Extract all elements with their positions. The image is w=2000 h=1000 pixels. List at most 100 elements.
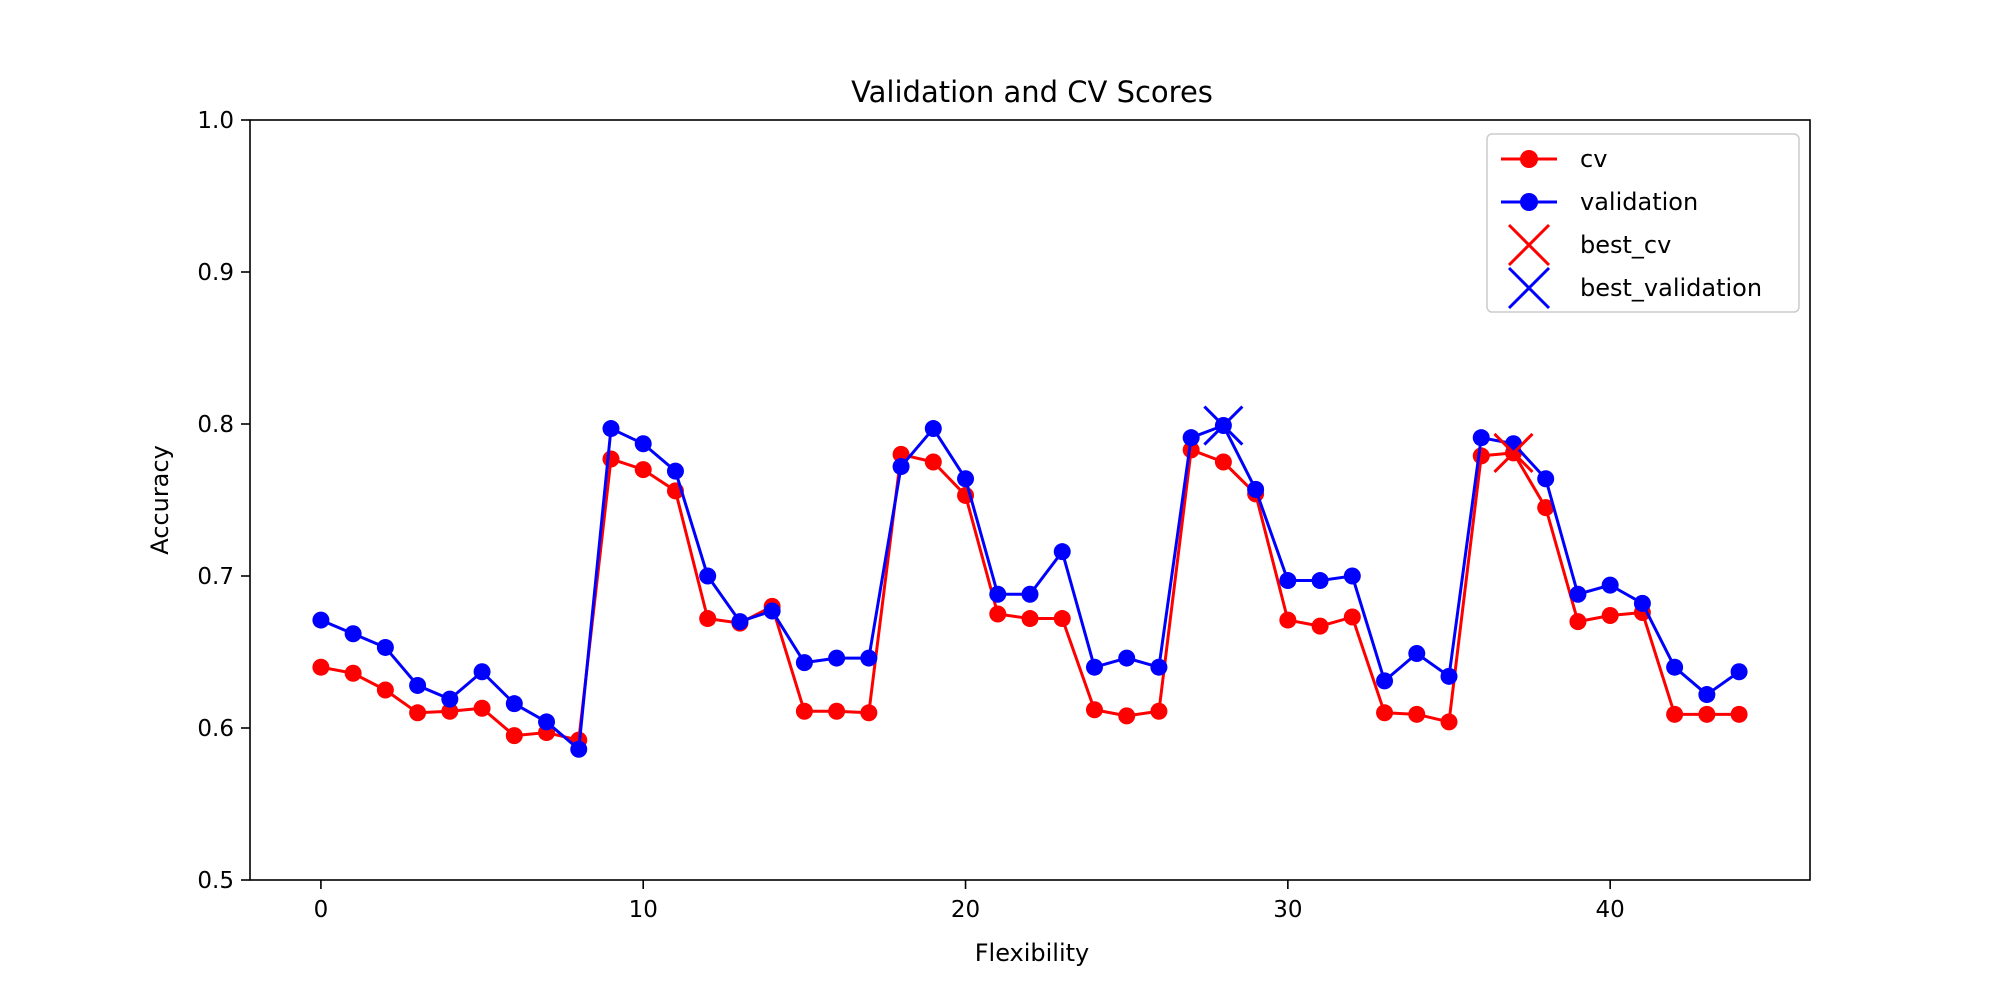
data-point — [634, 435, 652, 453]
data-point — [602, 420, 620, 438]
x-tick-label: 40 — [1596, 897, 1625, 923]
data-point — [409, 704, 427, 722]
y-axis-label: Accuracy — [146, 445, 174, 555]
data-point — [1376, 672, 1394, 690]
data-point — [570, 740, 588, 758]
data-point — [989, 585, 1007, 603]
data-point — [312, 658, 330, 676]
legend-marker — [1520, 193, 1538, 211]
y-tick-label: 0.6 — [197, 716, 234, 742]
data-point — [1085, 701, 1103, 719]
data-point — [989, 605, 1007, 623]
data-point — [1504, 435, 1522, 453]
data-point — [1408, 645, 1426, 663]
data-point — [1440, 667, 1458, 685]
data-point — [1537, 470, 1555, 488]
data-point — [828, 702, 846, 720]
x-tick-label: 0 — [314, 897, 329, 923]
data-point — [1601, 576, 1619, 594]
data-point — [731, 613, 749, 631]
data-point — [312, 611, 330, 629]
y-tick-label: 0.7 — [197, 564, 234, 590]
data-point — [1343, 608, 1361, 626]
data-point — [505, 695, 523, 713]
x-tick-label: 10 — [629, 897, 658, 923]
data-point — [1440, 713, 1458, 731]
data-point — [1601, 607, 1619, 625]
data-point — [1150, 702, 1168, 720]
data-point — [892, 445, 910, 463]
data-point — [1633, 594, 1651, 612]
data-point — [1053, 543, 1071, 561]
data-point — [1247, 480, 1265, 498]
data-point — [602, 450, 620, 468]
y-axis: 0.5 0.6 0.7 0.8 0.9 1.0 — [197, 108, 250, 894]
series-best-validation — [1203, 405, 1244, 446]
data-point — [1182, 429, 1200, 447]
legend-item-best-cv: best_cv — [1507, 223, 1671, 267]
data-point — [1730, 663, 1748, 681]
data-point — [1279, 611, 1297, 629]
y-tick-label: 1.0 — [197, 108, 234, 134]
data-point — [1343, 567, 1361, 585]
data-point — [699, 567, 717, 585]
legend-label: best_validation — [1580, 274, 1762, 302]
data-point — [441, 690, 459, 708]
data-point — [1085, 658, 1103, 676]
legend-item-best-validation: best_validation — [1507, 266, 1762, 310]
data-point — [795, 702, 813, 720]
best-marker-stroke — [1203, 405, 1244, 446]
data-point — [1376, 704, 1394, 722]
data-point — [1666, 705, 1684, 723]
series-validation — [312, 417, 1748, 758]
best-marker-stroke — [1493, 432, 1534, 473]
legend-label: cv — [1580, 145, 1607, 173]
data-point — [1408, 705, 1426, 723]
data-point — [1021, 610, 1039, 628]
data-point — [892, 458, 910, 476]
data-point — [795, 654, 813, 672]
legend-label: validation — [1580, 188, 1698, 216]
legend-item-validation: validation — [1501, 188, 1698, 216]
data-point — [344, 625, 362, 643]
data-point — [376, 681, 394, 699]
data-point — [1569, 585, 1587, 603]
data-point — [1472, 429, 1490, 447]
data-point — [666, 462, 684, 480]
legend: cv validation best_cv best_validation — [1486, 133, 1800, 313]
data-point — [538, 713, 556, 731]
data-point — [860, 704, 878, 722]
data-point — [924, 420, 942, 438]
data-point — [957, 470, 975, 488]
legend-label: best_cv — [1580, 231, 1671, 259]
y-tick-label: 0.5 — [197, 868, 234, 894]
data-point — [860, 649, 878, 667]
plot-area — [312, 405, 1748, 758]
data-point — [1311, 572, 1329, 590]
data-point — [1150, 658, 1168, 676]
legend-box — [1486, 133, 1800, 313]
data-point — [763, 602, 781, 620]
data-point — [1698, 705, 1716, 723]
data-point — [1118, 649, 1136, 667]
series-cv — [312, 441, 1748, 749]
data-point — [1053, 610, 1071, 628]
data-point — [1214, 453, 1232, 471]
data-point — [634, 461, 652, 479]
data-point — [828, 649, 846, 667]
data-point — [1666, 658, 1684, 676]
x-axis-label: Flexibility — [975, 939, 1090, 967]
data-point — [441, 702, 459, 720]
chart-title: Validation and CV Scores — [851, 75, 1213, 109]
legend-marker — [1507, 266, 1551, 310]
data-point — [1279, 572, 1297, 590]
data-point — [1537, 499, 1555, 517]
legend-marker — [1520, 150, 1538, 168]
data-point — [1021, 585, 1039, 603]
y-tick-label: 0.8 — [197, 412, 234, 438]
data-point — [1730, 705, 1748, 723]
legend-marker — [1507, 223, 1551, 267]
data-point — [1311, 617, 1329, 635]
data-point — [344, 664, 362, 682]
